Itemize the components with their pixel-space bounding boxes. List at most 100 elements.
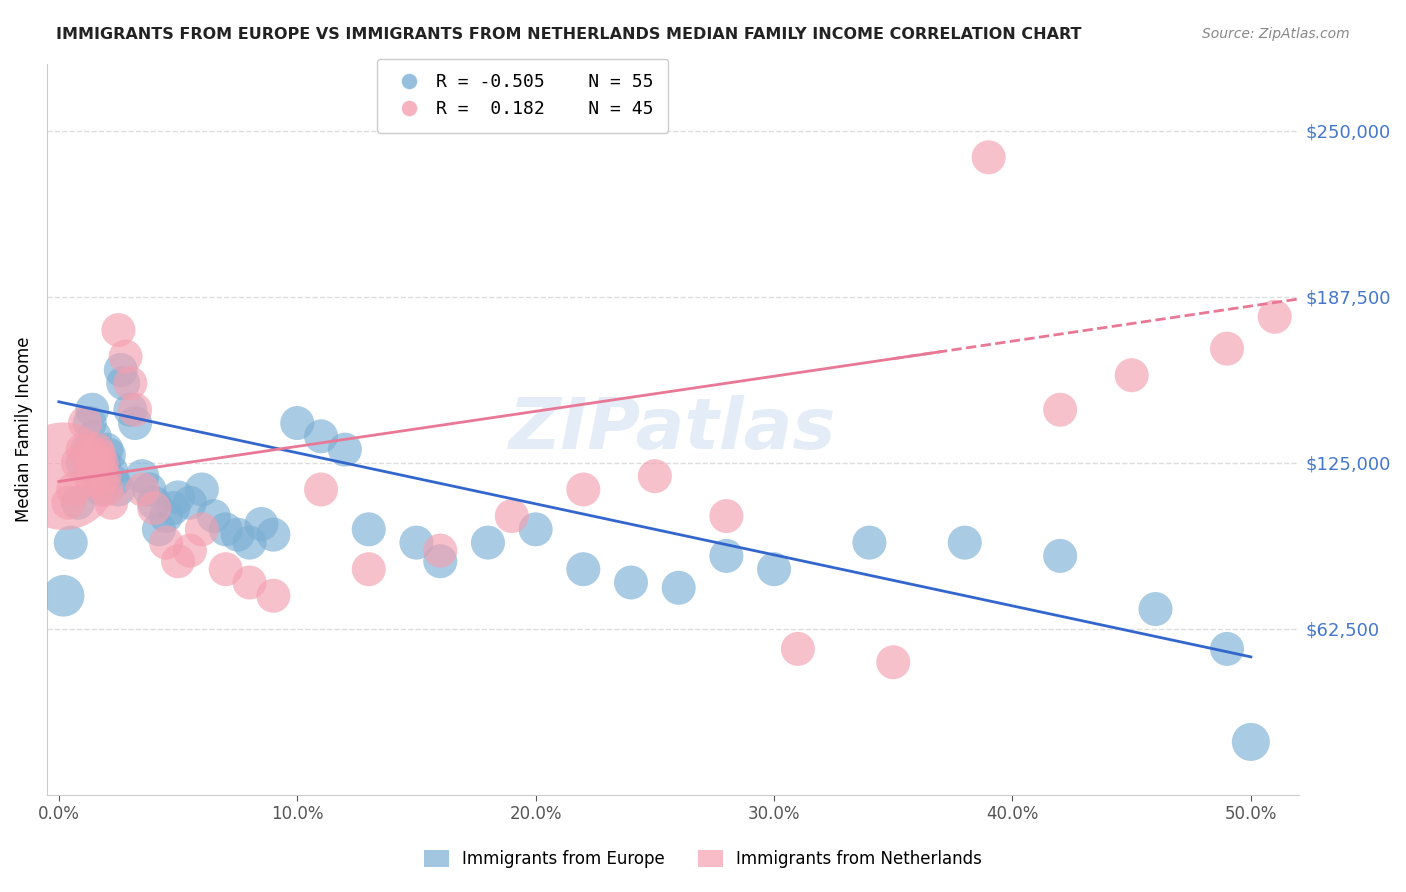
Point <box>148 522 170 536</box>
Point <box>120 402 142 417</box>
Text: ZIPatlas: ZIPatlas <box>509 395 837 464</box>
Point <box>429 554 451 568</box>
Point <box>333 442 356 457</box>
Point <box>405 535 427 549</box>
Point <box>83 456 105 470</box>
Point <box>1121 368 1143 383</box>
Point <box>226 527 249 541</box>
Point <box>763 562 786 576</box>
Point <box>1240 735 1263 749</box>
Point <box>285 416 308 430</box>
Point <box>716 549 738 563</box>
Point <box>716 509 738 524</box>
Point <box>1216 641 1239 656</box>
Point <box>179 543 201 558</box>
Point <box>103 475 125 489</box>
Point <box>124 416 146 430</box>
Point <box>100 464 122 478</box>
Point <box>882 655 904 669</box>
Point <box>131 483 153 497</box>
Point <box>162 501 184 516</box>
Point <box>112 376 135 391</box>
Point <box>76 448 98 462</box>
Point <box>138 483 160 497</box>
Point <box>107 323 129 337</box>
Point <box>429 543 451 558</box>
Point <box>90 483 112 497</box>
Point <box>858 535 880 549</box>
Point <box>215 562 238 576</box>
Point <box>72 456 94 470</box>
Legend: R = -0.505    N = 55, R =  0.182    N = 45: R = -0.505 N = 55, R = 0.182 N = 45 <box>377 59 668 133</box>
Point <box>1049 549 1071 563</box>
Point <box>58 496 80 510</box>
Point <box>572 483 595 497</box>
Point <box>1144 602 1167 616</box>
Point <box>90 456 112 470</box>
Point <box>59 535 82 549</box>
Point <box>167 554 190 568</box>
Point <box>66 496 89 510</box>
Point <box>124 402 146 417</box>
Point <box>76 442 98 457</box>
Point <box>668 581 690 595</box>
Point <box>191 483 214 497</box>
Point <box>1358 257 1381 271</box>
Point <box>250 516 273 531</box>
Point <box>262 527 284 541</box>
Point <box>1049 402 1071 417</box>
Point <box>86 442 108 457</box>
Point <box>215 522 238 536</box>
Point <box>86 456 108 470</box>
Text: IMMIGRANTS FROM EUROPE VS IMMIGRANTS FROM NETHERLANDS MEDIAN FAMILY INCOME CORRE: IMMIGRANTS FROM EUROPE VS IMMIGRANTS FRO… <box>56 27 1081 42</box>
Point <box>97 448 120 462</box>
Point <box>977 150 1000 164</box>
Point <box>62 483 84 497</box>
Legend: Immigrants from Europe, Immigrants from Netherlands: Immigrants from Europe, Immigrants from … <box>418 843 988 875</box>
Point <box>73 416 96 430</box>
Point <box>1264 310 1286 324</box>
Point <box>79 416 101 430</box>
Point <box>572 562 595 576</box>
Point <box>100 496 122 510</box>
Point <box>155 535 177 549</box>
Point <box>524 522 547 536</box>
Point <box>238 575 260 590</box>
Point <box>309 429 332 443</box>
Point <box>143 501 166 516</box>
Point <box>1312 283 1334 297</box>
Point <box>131 469 153 483</box>
Point <box>89 448 111 462</box>
Point <box>66 456 89 470</box>
Point <box>155 509 177 524</box>
Point <box>620 575 643 590</box>
Point <box>953 535 976 549</box>
Point <box>96 442 118 457</box>
Point <box>89 469 111 483</box>
Point <box>114 350 136 364</box>
Point <box>79 464 101 478</box>
Point <box>191 522 214 536</box>
Point <box>357 562 380 576</box>
Point <box>82 475 104 489</box>
Point <box>786 641 808 656</box>
Point <box>309 483 332 497</box>
Point <box>477 535 499 549</box>
Point <box>107 483 129 497</box>
Point <box>52 589 75 603</box>
Point <box>93 456 115 470</box>
Point <box>82 402 104 417</box>
Point <box>93 469 115 483</box>
Point <box>96 483 118 497</box>
Point <box>238 535 260 549</box>
Point <box>202 509 225 524</box>
Point <box>83 429 105 443</box>
Point <box>72 442 94 457</box>
Point <box>262 589 284 603</box>
Point <box>110 363 132 377</box>
Point <box>143 496 166 510</box>
Point <box>1216 342 1239 356</box>
Point <box>179 496 201 510</box>
Point <box>52 469 75 483</box>
Y-axis label: Median Family Income: Median Family Income <box>15 337 32 523</box>
